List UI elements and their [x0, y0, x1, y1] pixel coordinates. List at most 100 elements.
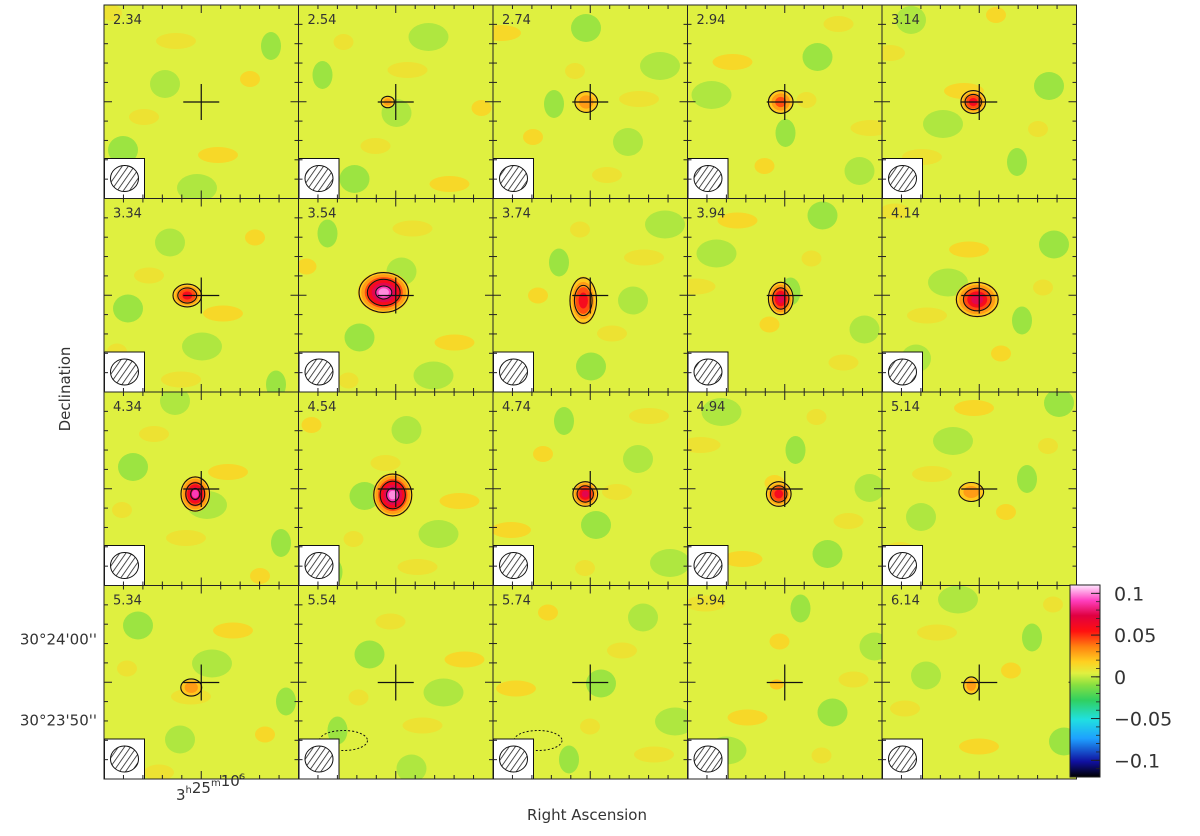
noise-blob [117, 660, 137, 677]
colorbar-scale [1069, 584, 1101, 778]
noise-blob [397, 559, 438, 575]
beam-ellipse [110, 552, 139, 579]
panel-label: 4.94 [697, 400, 726, 415]
noise-blob [597, 325, 627, 342]
panel-grid: 2.34 2.54 2.74 2.94 3.14 3.34 3.54 3.74 3.94 4.14… [103, 4, 1077, 780]
noise-blob [301, 417, 322, 433]
noise-blob [817, 698, 848, 727]
noise-blob [775, 119, 796, 147]
colorbar-label: 0.05 [1114, 625, 1156, 647]
noise-blob [118, 453, 148, 481]
noise-blob [807, 201, 838, 230]
contour-line [185, 482, 206, 506]
noise-blob [434, 334, 475, 351]
noise-blob [833, 513, 864, 529]
noise-blob [828, 354, 859, 371]
noise-blob [150, 70, 180, 98]
noise-blob [701, 398, 742, 426]
panel-label: 4.14 [891, 207, 920, 222]
noise-blob [559, 745, 579, 774]
noise-blob [396, 754, 427, 779]
noise-blob [565, 63, 585, 79]
noise-blob [640, 52, 680, 80]
noise-blob [134, 267, 164, 284]
emission-level [966, 680, 977, 691]
noise-blob [496, 680, 536, 697]
contour-line [962, 287, 992, 312]
noise-blob [581, 511, 611, 539]
noise-blob [1028, 121, 1048, 137]
channel-panel: 5.54 [298, 585, 494, 780]
noise-blob [429, 176, 470, 192]
noise-blob [533, 446, 553, 462]
noise-blob [544, 90, 564, 118]
panel-label: 5.54 [308, 594, 337, 609]
noise-blob [360, 138, 391, 154]
noise-blob [850, 120, 882, 136]
panel-label: 4.34 [113, 400, 142, 415]
tick-labels: 30°24'00'' 30°23'50'' 3h25m10s [20, 631, 245, 805]
beam-ellipse [888, 165, 917, 192]
noise-blob [618, 286, 648, 315]
channel-panel: 4.34 [103, 391, 299, 586]
noise-blob [575, 560, 595, 576]
noise-blob [602, 484, 632, 500]
panel-label: 2.34 [113, 13, 142, 28]
channel-panel: 2.54 [298, 4, 494, 199]
noise-blob [312, 61, 333, 89]
noise-blob [444, 651, 485, 668]
beam-ellipse [304, 358, 334, 386]
noise-blob [933, 427, 973, 455]
noise-blob [418, 520, 459, 548]
noise-blob [104, 5, 122, 21]
noise-blob [991, 345, 1011, 362]
noise-blob [619, 91, 659, 107]
panel-label: 2.94 [697, 13, 726, 28]
noise-blob [255, 726, 275, 743]
emission-level [191, 489, 199, 499]
noise-blob [493, 522, 531, 538]
channel-panel: 5.94 [687, 585, 883, 780]
contour-line [366, 278, 401, 307]
channel-panel: 4.54 [298, 391, 494, 586]
emission-level [388, 490, 397, 500]
channel-panel: 6.14 [881, 585, 1077, 780]
beam-ellipse [888, 552, 917, 579]
noise-blob [344, 323, 375, 352]
emission-level [971, 294, 984, 305]
noise-blob [108, 136, 138, 164]
channel-panel: 2.74 [492, 4, 688, 199]
noise-blob [854, 474, 882, 502]
beam-ellipse [110, 745, 139, 773]
channel-panel: 4.94 [687, 391, 883, 586]
noise-blob [266, 370, 286, 392]
contour-line [958, 481, 985, 503]
noise-blob [823, 16, 854, 32]
noise-blob [570, 221, 590, 238]
noise-blob [911, 661, 941, 690]
noise-blob [849, 315, 880, 344]
noise-blob [806, 409, 827, 425]
noise-blob [391, 416, 422, 444]
channel-panel: 2.34 [103, 4, 299, 199]
noise-blob [655, 707, 688, 736]
panel-label: 5.14 [891, 400, 920, 415]
noise-blob [240, 71, 260, 87]
contour-line [373, 473, 413, 517]
noise-blob [250, 568, 270, 584]
noise-blob [375, 613, 406, 630]
noise-blob [271, 529, 291, 557]
panel-label: 6.14 [891, 594, 920, 609]
noise-blob [996, 504, 1016, 520]
noise-blob [493, 25, 521, 41]
noise-blob [785, 436, 806, 464]
noise-blob [1001, 662, 1021, 679]
noise-blob [123, 611, 153, 640]
panel-label: 3.54 [308, 207, 337, 222]
noise-blob [712, 54, 753, 70]
noise-blob [1038, 438, 1058, 454]
y-tick-label: 30°23'50'' [20, 712, 97, 730]
noise-blob [634, 746, 674, 763]
noise-blob [528, 287, 548, 304]
